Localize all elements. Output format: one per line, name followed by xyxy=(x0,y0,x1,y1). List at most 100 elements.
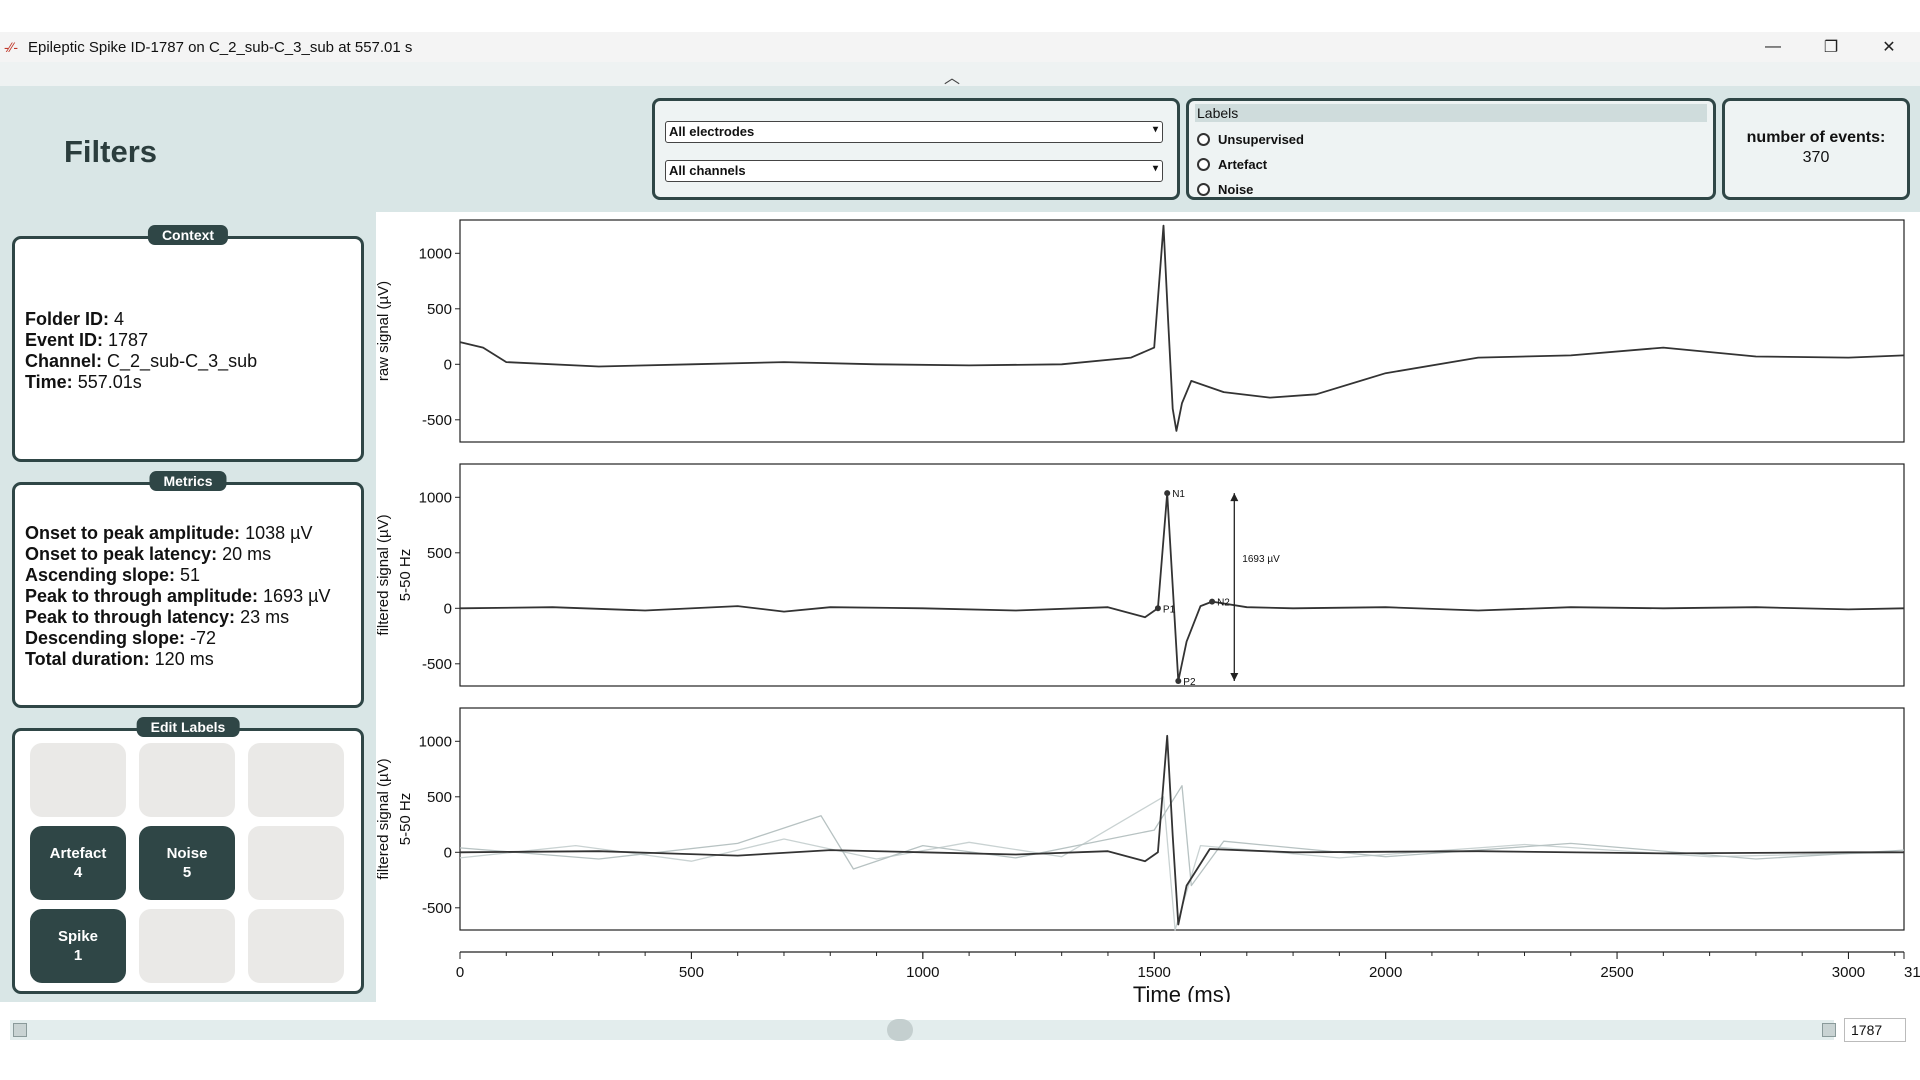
spike-label-button[interactable]: Spike 1 xyxy=(30,909,126,983)
empty-label-button[interactable] xyxy=(248,826,344,900)
peak-marker xyxy=(1164,490,1171,497)
plot-frame xyxy=(459,707,1905,931)
labels-title: Labels xyxy=(1195,104,1707,122)
restore-button[interactable]: ❐ xyxy=(1823,39,1839,56)
artefact-label-button[interactable]: Artefact 4 xyxy=(30,826,126,900)
context-row: Time: 557.01s xyxy=(25,372,142,393)
metric-row: Onset to peak amplitude: 1038 µV xyxy=(25,523,312,544)
metric-key: Onset to peak amplitude: xyxy=(25,523,241,543)
x-tick-label: 1500 xyxy=(1138,964,1171,981)
empty-label-button[interactable] xyxy=(139,743,235,817)
events-panel: number of events: 370 xyxy=(1722,98,1910,200)
signal-line xyxy=(459,492,1905,682)
context-key: Time: xyxy=(25,372,73,392)
y-axis-label: filtered signal (µV) xyxy=(376,514,392,635)
x-tick-label: 3000 xyxy=(1832,964,1865,981)
metric-key: Total duration: xyxy=(25,649,150,669)
metric-row: Total duration: 120 ms xyxy=(25,649,214,670)
y-tick-label: -500 xyxy=(422,412,452,429)
button-label: Spike xyxy=(57,928,99,945)
x-axis-label: Time (ms) xyxy=(1133,982,1231,1002)
context-row: Folder ID: 4 xyxy=(25,309,124,330)
label-option-noise[interactable]: Noise xyxy=(1197,182,1253,197)
metric-key: Peak to through latency: xyxy=(25,607,236,627)
y-tick-label: 500 xyxy=(427,545,452,562)
empty-label-button[interactable] xyxy=(30,743,126,817)
window-title: Epileptic Spike ID-1787 on C_2_sub-C_3_s… xyxy=(28,38,413,56)
y-tick-label: 0 xyxy=(444,600,452,617)
y-axis-label: filtered signal (µV) xyxy=(376,758,392,879)
signal-line xyxy=(459,734,1904,926)
label-option-unsupervised[interactable]: Unsupervised xyxy=(1197,132,1304,147)
y-tick-label: 1000 xyxy=(419,733,452,750)
plot-frame xyxy=(459,219,1905,443)
label-option-text: Unsupervised xyxy=(1218,132,1304,147)
metric-value: 23 ms xyxy=(240,607,290,627)
context-key: Event ID: xyxy=(25,330,104,350)
metric-row: Onset to peak latency: 20 ms xyxy=(25,544,271,565)
y-tick-label: 0 xyxy=(444,844,452,861)
context-value: 557.01s xyxy=(77,372,142,392)
label-option-artefact[interactable]: Artefact xyxy=(1197,157,1267,172)
context-value: 1787 xyxy=(108,330,149,350)
radio-icon xyxy=(1197,183,1210,196)
events-count: 370 xyxy=(1802,149,1830,166)
slider-thumb[interactable] xyxy=(887,1019,913,1041)
metric-key: Peak to through amplitude: xyxy=(25,586,259,606)
x-tick-label: 3120 xyxy=(1904,964,1920,981)
x-tick-label: 2000 xyxy=(1369,964,1402,981)
context-value: 4 xyxy=(114,309,125,329)
y-axis-label: raw signal (µV) xyxy=(376,281,392,381)
x-tick-label: 500 xyxy=(679,964,704,981)
noise-label-button[interactable]: Noise 5 xyxy=(139,826,235,900)
event-id-input[interactable]: 1787 xyxy=(1844,1018,1906,1042)
event-slider[interactable] xyxy=(10,1020,1834,1040)
context-key: Folder ID: xyxy=(25,309,109,329)
button-shortcut: 5 xyxy=(182,864,192,881)
electrodes-select[interactable]: All electrodes ▾ xyxy=(665,121,1163,143)
edit-labels-box: Edit Labels Artefact 4 Noise 5 Spike 1 xyxy=(12,717,364,994)
metric-value: 51 xyxy=(180,565,201,585)
title-bar: -⁄⁄- Epileptic Spike ID-1787 on C_2_sub-… xyxy=(0,32,1920,62)
metric-row: Descending slope: -72 xyxy=(25,628,216,649)
label-option-text: Noise xyxy=(1218,182,1254,197)
chevron-up-icon[interactable]: ︿ xyxy=(944,70,961,87)
metric-value: 20 ms xyxy=(222,544,272,564)
arrow-head-down xyxy=(1230,673,1239,682)
y-tick-label: 0 xyxy=(444,356,452,373)
slider-start-handle[interactable] xyxy=(13,1023,27,1037)
peak-marker xyxy=(1154,605,1161,612)
events-title: number of events: xyxy=(1746,129,1886,146)
button-label: Artefact xyxy=(49,845,107,862)
empty-label-button[interactable] xyxy=(248,909,344,983)
metric-key: Ascending slope: xyxy=(25,565,176,585)
slider-end-handle[interactable] xyxy=(1822,1023,1836,1037)
channels-select-value: All channels xyxy=(669,163,746,178)
close-button[interactable]: ✕ xyxy=(1882,39,1896,56)
context-row: Channel: C_2_sub-C_3_sub xyxy=(25,351,257,372)
peak-marker xyxy=(1209,598,1216,605)
channels-select[interactable]: All channels ▾ xyxy=(665,160,1163,182)
y-tick-label: 1000 xyxy=(419,245,452,262)
metric-key: Onset to peak latency: xyxy=(25,544,218,564)
empty-label-button[interactable] xyxy=(139,909,235,983)
empty-label-button[interactable] xyxy=(248,743,344,817)
y-axis-sublabel: 5-50 Hz xyxy=(397,793,414,846)
select-panel: All electrodes ▾ All channels ▾ xyxy=(652,98,1180,200)
x-tick-label: 1000 xyxy=(906,964,939,981)
metric-value: 120 ms xyxy=(154,649,214,669)
chevron-down-icon: ▾ xyxy=(1152,124,1158,135)
y-tick-label: 500 xyxy=(427,301,452,318)
signal-line xyxy=(459,224,1905,432)
metric-value: 1693 µV xyxy=(263,586,331,606)
minimize-button[interactable]: — xyxy=(1765,38,1781,55)
arrow-head-up xyxy=(1230,493,1239,502)
signal-plots: 1000 500 0 -500 raw signal (µV) 1000 500 0 -500 f… xyxy=(375,219,1920,1007)
peak-label: N2 xyxy=(1217,598,1230,609)
signal-line xyxy=(459,796,1905,931)
peak-label: P2 xyxy=(1183,677,1196,688)
edit-labels-tag: Edit Labels xyxy=(136,717,240,737)
event-navigator: 1787 xyxy=(0,1002,1920,1052)
labels-panel: Labels Unsupervised Artefact Noise xyxy=(1186,98,1716,200)
amplitude-label: 1693 µV xyxy=(1242,554,1280,565)
